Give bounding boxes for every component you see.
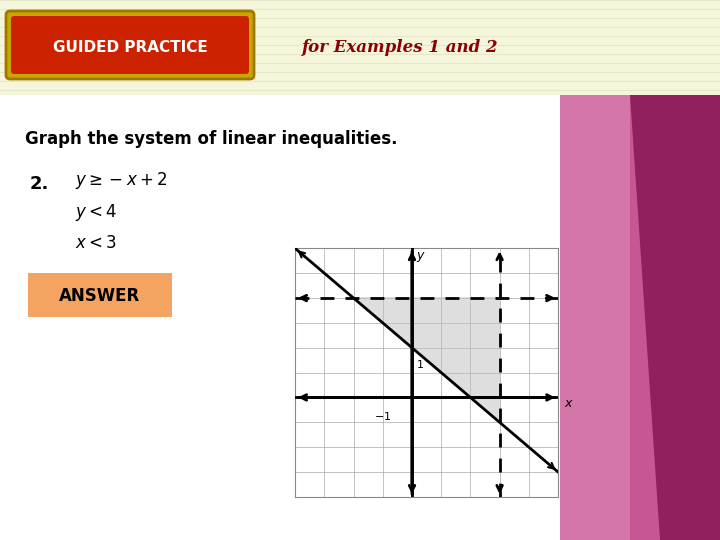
FancyBboxPatch shape xyxy=(0,95,560,540)
FancyBboxPatch shape xyxy=(0,0,720,95)
Text: GUIDED PRACTICE: GUIDED PRACTICE xyxy=(53,39,207,55)
Polygon shape xyxy=(630,95,720,540)
Text: $1$: $1$ xyxy=(416,358,424,370)
FancyBboxPatch shape xyxy=(11,16,249,74)
Polygon shape xyxy=(340,95,490,400)
Text: ANSWER: ANSWER xyxy=(59,287,140,305)
FancyBboxPatch shape xyxy=(28,273,172,317)
Text: $y$: $y$ xyxy=(416,249,426,264)
Text: $x < 3$: $x < 3$ xyxy=(75,234,117,252)
Polygon shape xyxy=(380,95,560,540)
Text: $y \geq -x + 2$: $y \geq -x + 2$ xyxy=(75,170,167,191)
Text: Graph the system of linear inequalities.: Graph the system of linear inequalities. xyxy=(25,130,397,148)
Text: $y < 4$: $y < 4$ xyxy=(75,202,117,223)
Text: for Examples 1 and 2: for Examples 1 and 2 xyxy=(302,38,498,56)
Text: 2.: 2. xyxy=(30,175,50,193)
Text: $x$: $x$ xyxy=(564,397,574,410)
FancyBboxPatch shape xyxy=(6,11,254,79)
Polygon shape xyxy=(500,95,660,540)
Text: $-1$: $-1$ xyxy=(374,410,392,422)
